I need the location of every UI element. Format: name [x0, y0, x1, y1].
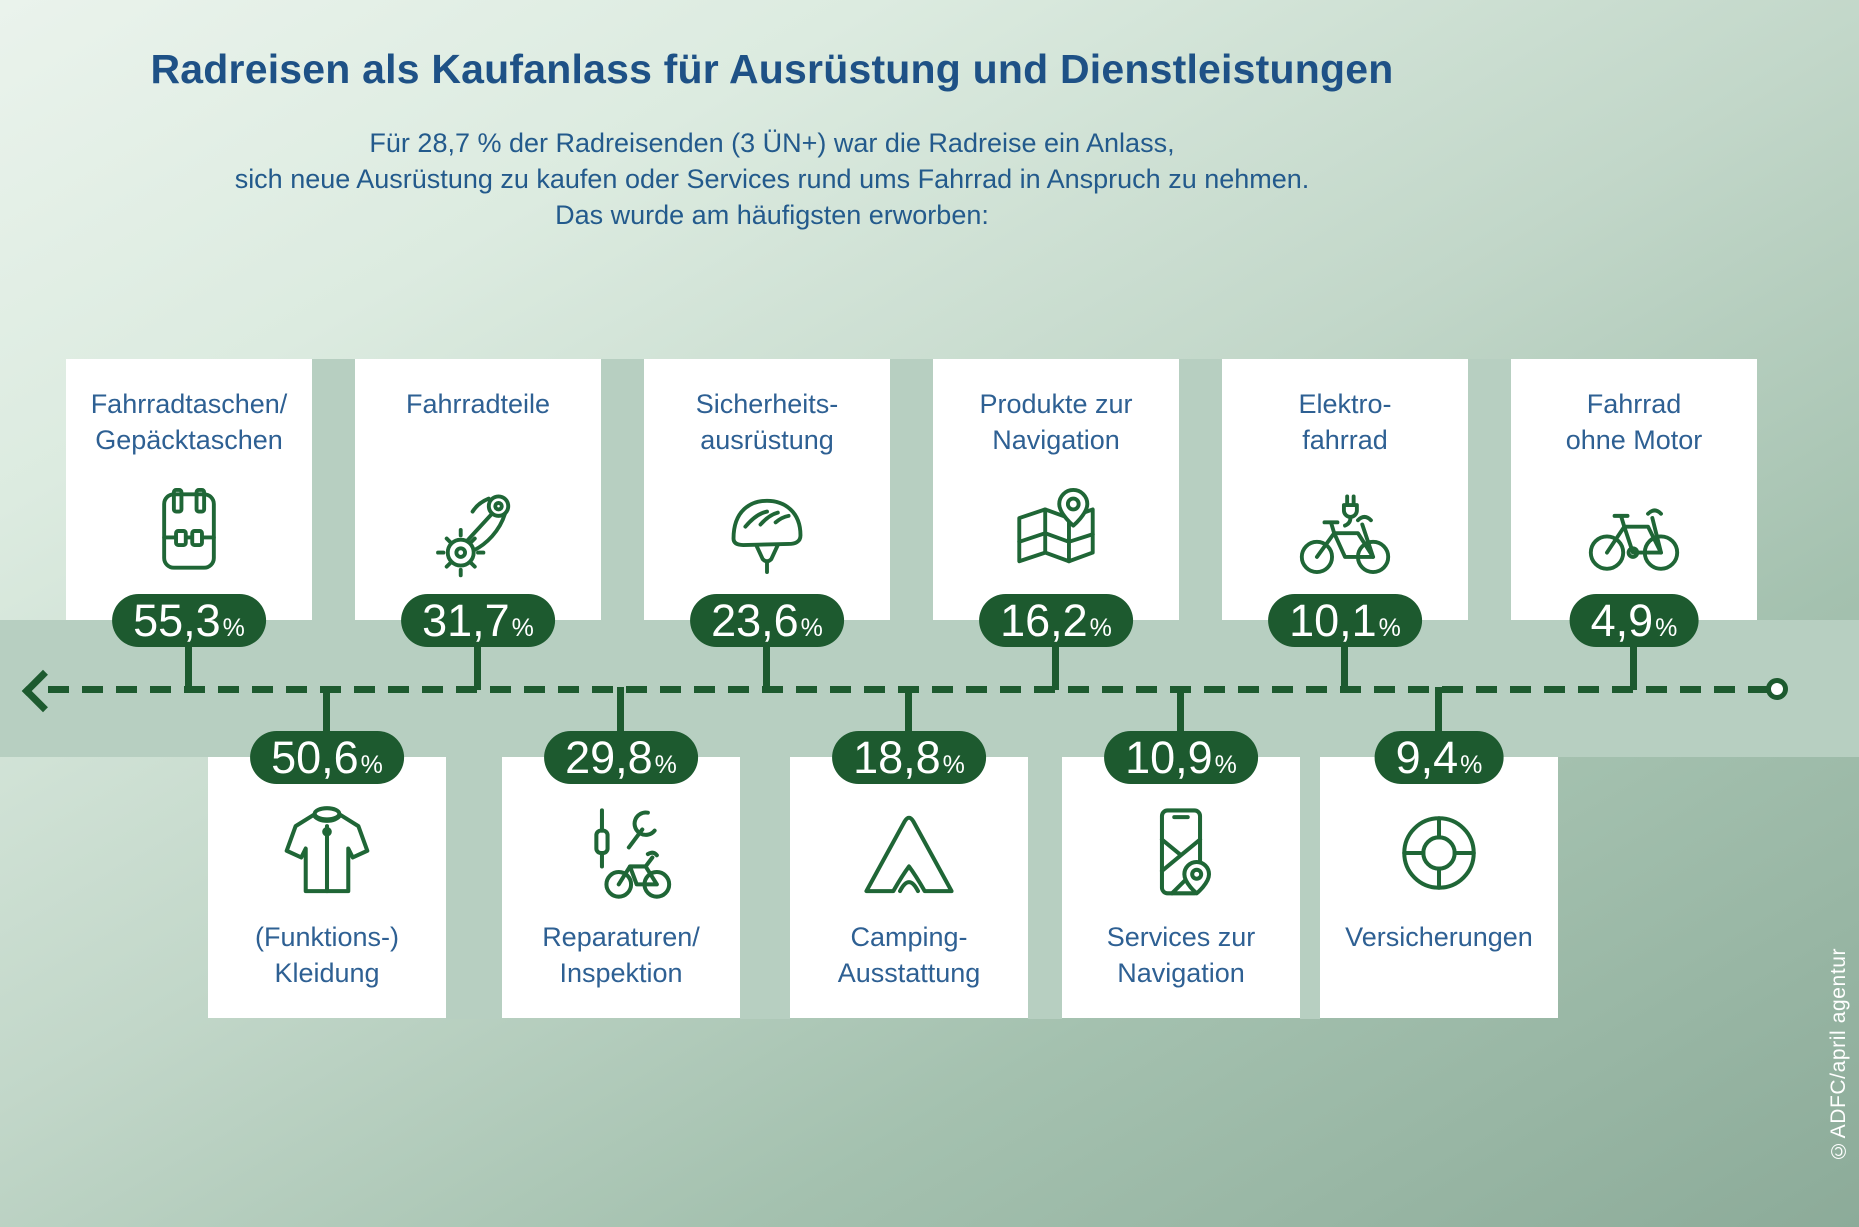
connector-stem — [1341, 640, 1348, 690]
card-produkte-navigation: Produkte zur Navigation — [933, 359, 1179, 620]
pill-value: 10,9 — [1125, 732, 1213, 783]
pill-unit: % — [1655, 614, 1678, 642]
e-bike-icon — [1299, 494, 1391, 574]
ribbon-strip — [1468, 359, 1511, 621]
value-pill: 10,1% — [1268, 594, 1422, 647]
card-label: Camping- Ausstattung — [837, 922, 981, 988]
card-label: Fahrrad ohne Motor — [1565, 389, 1703, 455]
pill-value: 18,8 — [853, 732, 941, 783]
card-label: Fahrradteile — [405, 389, 551, 419]
pill-unit: % — [222, 614, 245, 642]
card-elektrofahrrad: Elektro- fahrrad — [1222, 359, 1468, 620]
value-pill: 31,7% — [401, 594, 555, 647]
pill-value: 23,6 — [711, 595, 799, 646]
header: Radreisen als Kaufanlass für Ausrüstung … — [0, 46, 1544, 234]
card-label: (Funktions-) Kleidung — [254, 922, 400, 988]
pill-unit: % — [800, 614, 823, 642]
connector-stem — [1630, 640, 1637, 690]
pannier-bag-icon — [162, 488, 216, 570]
card-label: Fahrradtaschen/ Gepäcktaschen — [90, 389, 288, 455]
pill-value: 29,8 — [565, 732, 653, 783]
value-pill: 16,2% — [979, 594, 1133, 647]
value-pill: 18,8% — [832, 731, 986, 784]
timeline-endpoint-circle — [1766, 678, 1788, 700]
ribbon-strip — [1179, 359, 1222, 621]
connector-stem — [474, 640, 481, 690]
ribbon-strip — [312, 359, 355, 621]
pill-value: 31,7 — [422, 595, 510, 646]
connector-stem — [1435, 687, 1442, 737]
card-label: Services zur Navigation — [1106, 922, 1256, 988]
card-label: Versicherungen — [1345, 922, 1533, 952]
pill-unit: % — [1089, 614, 1112, 642]
derailleur-icon — [436, 494, 511, 578]
connector-stem — [905, 687, 912, 737]
bicycle-icon — [1588, 508, 1680, 571]
pill-value: 16,2 — [1000, 595, 1088, 646]
card-label: Reparaturen/ Inspektion — [542, 922, 700, 988]
card-sicherheitsausruestung: Sicherheits- ausrüstung — [644, 359, 890, 620]
card-camping: Camping- Ausstattung — [790, 757, 1028, 1018]
phone-navigation-icon — [1159, 808, 1212, 896]
value-pill: 50,6% — [250, 731, 404, 784]
value-pill: 29,8% — [544, 731, 698, 784]
value-pill: 9,4% — [1374, 731, 1504, 784]
value-pill: 4,9% — [1569, 594, 1699, 647]
connector-stem — [1177, 687, 1184, 737]
lifebuoy-icon — [1402, 816, 1476, 890]
copyright-credit: ©ADFC/april agentur — [1827, 947, 1850, 1162]
card-versicherungen: Versicherungen — [1320, 757, 1558, 1018]
jersey-icon — [284, 806, 370, 894]
timeline-dashed-line — [48, 686, 1768, 693]
connector-stem — [185, 640, 192, 690]
card-fahrrad-ohne-motor: Fahrrad ohne Motor — [1511, 359, 1757, 620]
connector-stem — [617, 687, 624, 737]
pill-unit: % — [511, 614, 534, 642]
pill-unit: % — [360, 751, 383, 779]
connector-stem — [763, 640, 770, 690]
card-label: Produkte zur Navigation — [979, 389, 1133, 455]
repair-tools-icon — [594, 808, 672, 899]
pill-value: 55,3 — [133, 595, 221, 646]
pill-unit: % — [1214, 751, 1237, 779]
helmet-icon — [731, 498, 803, 574]
pill-value: 4,9 — [1590, 595, 1654, 646]
pill-value: 9,4 — [1395, 732, 1459, 783]
pill-unit: % — [1378, 614, 1401, 642]
card-fahrradtaschen: Fahrradtaschen/ Gepäcktaschen — [66, 359, 312, 620]
card-fahrradteile: Fahrradteile — [355, 359, 601, 620]
connector-stem — [323, 687, 330, 737]
card-label: Sicherheits- ausrüstung — [695, 389, 839, 455]
tent-icon — [864, 815, 954, 894]
map-pin-icon — [1017, 488, 1095, 564]
pill-unit: % — [654, 751, 677, 779]
card-label: Elektro- fahrrad — [1298, 389, 1392, 455]
card-reparaturen: Reparaturen/ Inspektion — [502, 757, 740, 1018]
ribbon-strip — [601, 359, 644, 621]
subtitle: Für 28,7 % der Radreisenden (3 ÜN+) war … — [234, 128, 1310, 231]
pill-value: 10,1 — [1289, 595, 1377, 646]
value-pill: 55,3% — [112, 594, 266, 647]
value-pill: 10,9% — [1104, 731, 1258, 784]
ribbon-strip — [1028, 756, 1062, 1019]
pill-unit: % — [942, 751, 965, 779]
connector-stem — [1052, 640, 1059, 690]
page-title: Radreisen als Kaufanlass für Ausrüstung … — [150, 46, 1394, 92]
ribbon-strip — [740, 756, 790, 1019]
card-services-navigation: Services zur Navigation — [1062, 757, 1300, 1018]
ribbon-strip — [890, 359, 933, 621]
ribbon-strip — [446, 756, 502, 1019]
value-pill: 23,6% — [690, 594, 844, 647]
pill-unit: % — [1460, 751, 1483, 779]
ribbon-strip — [1300, 756, 1320, 1019]
pill-value: 50,6 — [271, 732, 359, 783]
card-funktionskleidung: (Funktions-) Kleidung — [208, 757, 446, 1018]
